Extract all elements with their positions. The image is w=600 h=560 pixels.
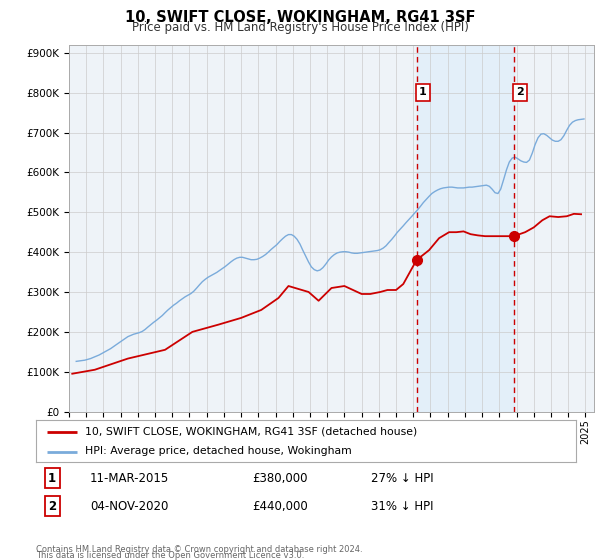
Text: HPI: Average price, detached house, Wokingham: HPI: Average price, detached house, Woki…: [85, 446, 352, 456]
Text: 31% ↓ HPI: 31% ↓ HPI: [371, 500, 433, 513]
Text: 11-MAR-2015: 11-MAR-2015: [90, 472, 169, 485]
Text: 1: 1: [48, 472, 56, 485]
Text: 1: 1: [419, 87, 427, 97]
Text: £380,000: £380,000: [252, 472, 308, 485]
Bar: [416, 45, 514, 412]
Text: 04-NOV-2020: 04-NOV-2020: [90, 500, 169, 513]
Text: 2: 2: [516, 87, 524, 97]
Text: This data is licensed under the Open Government Licence v3.0.: This data is licensed under the Open Gov…: [36, 551, 304, 560]
Text: £440,000: £440,000: [252, 500, 308, 513]
Text: Price paid vs. HM Land Registry's House Price Index (HPI): Price paid vs. HM Land Registry's House …: [131, 21, 469, 34]
Text: 10, SWIFT CLOSE, WOKINGHAM, RG41 3SF (detached house): 10, SWIFT CLOSE, WOKINGHAM, RG41 3SF (de…: [85, 427, 417, 437]
Text: Contains HM Land Registry data © Crown copyright and database right 2024.: Contains HM Land Registry data © Crown c…: [36, 545, 362, 554]
Text: 27% ↓ HPI: 27% ↓ HPI: [371, 472, 433, 485]
Text: 2: 2: [48, 500, 56, 513]
Text: 10, SWIFT CLOSE, WOKINGHAM, RG41 3SF: 10, SWIFT CLOSE, WOKINGHAM, RG41 3SF: [125, 10, 475, 25]
